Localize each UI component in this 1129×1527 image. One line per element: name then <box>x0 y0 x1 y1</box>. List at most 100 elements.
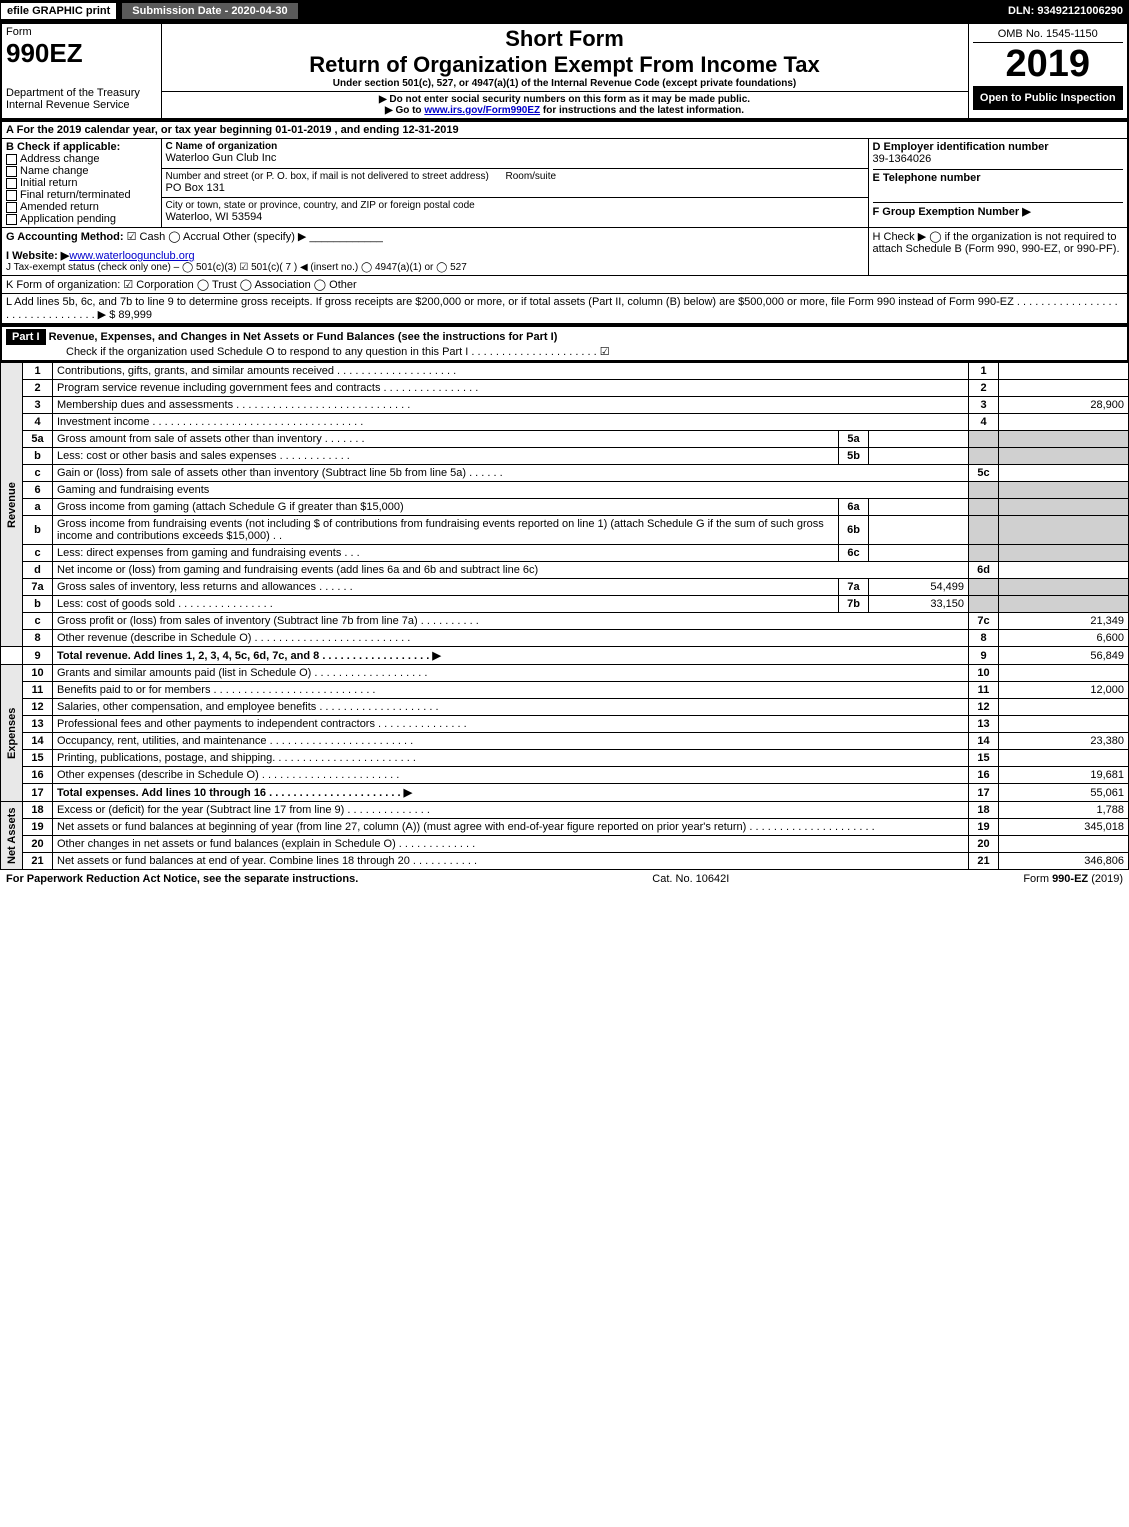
check-final-return[interactable]: Final return/terminated <box>6 189 157 201</box>
line-11-num: 11 <box>23 682 53 699</box>
line-5a-subval <box>869 431 969 448</box>
line-12-num: 12 <box>23 699 53 716</box>
line-5c-text: Gain or (loss) from sale of assets other… <box>53 465 969 482</box>
pra-notice: For Paperwork Reduction Act Notice, see … <box>6 873 358 885</box>
street: PO Box 131 <box>166 182 864 194</box>
line-5a-shade <box>969 431 999 448</box>
line-5b-shade <box>969 448 999 465</box>
line-4-text: Investment income . . . . . . . . . . . … <box>53 414 969 431</box>
line-6c-subbox: 6c <box>839 545 869 562</box>
line-9-val: 56,849 <box>999 647 1129 665</box>
check-application-pending[interactable]: Application pending <box>6 213 157 225</box>
line-7b-text: Less: cost of goods sold . . . . . . . .… <box>53 596 839 613</box>
line-7a-subbox: 7a <box>839 579 869 596</box>
omb-number: OMB No. 1545-1150 <box>973 26 1124 43</box>
check-name-change[interactable]: Name change <box>6 165 157 177</box>
efile-print-button[interactable]: efile GRAPHIC print <box>0 2 117 20</box>
line-6c-num: c <box>23 545 53 562</box>
line-6b-subval <box>869 516 969 545</box>
line-6c-subval <box>869 545 969 562</box>
cat-no: Cat. No. 10642I <box>652 873 729 885</box>
line-7c-num: c <box>23 613 53 630</box>
irs-url[interactable]: www.irs.gov/Form990EZ <box>424 105 540 116</box>
line-3-box: 3 <box>969 397 999 414</box>
line-6b-shade <box>969 516 999 545</box>
line-20-text: Other changes in net assets or fund bala… <box>53 836 969 853</box>
c-label: C Name of organization <box>166 141 864 152</box>
footer: For Paperwork Reduction Act Notice, see … <box>0 870 1129 888</box>
line-19-text: Net assets or fund balances at beginning… <box>53 819 969 836</box>
line-6c-text: Less: direct expenses from gaming and fu… <box>53 545 839 562</box>
line-5a-num: 5a <box>23 431 53 448</box>
line-5a-text: Gross amount from sale of assets other t… <box>53 431 839 448</box>
dln: DLN: 93492121006290 <box>1008 5 1129 17</box>
line-k: K Form of organization: ☑ Corporation ◯ … <box>1 276 1128 294</box>
revenue-lines: Revenue 1 Contributions, gifts, grants, … <box>0 362 1129 870</box>
line-17-box: 17 <box>969 784 999 802</box>
line-13-box: 13 <box>969 716 999 733</box>
b-header: B Check if applicable: <box>6 141 157 153</box>
irs: Internal Revenue Service <box>6 99 157 111</box>
rev-spacer <box>1 647 23 665</box>
line-2-box: 2 <box>969 380 999 397</box>
line-16-val: 19,681 <box>999 767 1129 784</box>
form-title: Return of Organization Exempt From Incom… <box>166 52 964 78</box>
line-9-text: Total revenue. Add lines 1, 2, 3, 4, 5c,… <box>53 647 969 665</box>
line-6c-shade <box>969 545 999 562</box>
line-7b-num: b <box>23 596 53 613</box>
line-4-num: 4 <box>23 414 53 431</box>
line-15-val <box>999 750 1129 767</box>
line-15-box: 15 <box>969 750 999 767</box>
line-13-num: 13 <box>23 716 53 733</box>
line-14-box: 14 <box>969 733 999 750</box>
line-6-shade <box>969 482 999 499</box>
part1-badge: Part I <box>6 329 46 345</box>
line-11-box: 11 <box>969 682 999 699</box>
part1-header: Part I Revenue, Expenses, and Changes in… <box>0 325 1129 362</box>
line-2-num: 2 <box>23 380 53 397</box>
line-11-text: Benefits paid to or for members . . . . … <box>53 682 969 699</box>
line-3-val: 28,900 <box>999 397 1129 414</box>
line-17-num: 17 <box>23 784 53 802</box>
tax-year: 2019 <box>973 43 1124 86</box>
line-6a-subval <box>869 499 969 516</box>
line-14-val: 23,380 <box>999 733 1129 750</box>
line-7b-shade <box>969 596 999 613</box>
line-6d-num: d <box>23 562 53 579</box>
line-h: H Check ▶ ◯ if the organization is not r… <box>868 228 1128 276</box>
line-i: I Website: ▶www.waterloogunclub.org <box>6 249 864 262</box>
line-1-box: 1 <box>969 363 999 380</box>
line-6a-text: Gross income from gaming (attach Schedul… <box>53 499 839 516</box>
form-label: Form <box>6 26 157 38</box>
line-6a-shade2 <box>999 499 1129 516</box>
goto-link[interactable]: ▶ Go to www.irs.gov/Form990EZ for instru… <box>166 105 964 116</box>
line-7a-shade <box>969 579 999 596</box>
line-12-text: Salaries, other compensation, and employ… <box>53 699 969 716</box>
line-18-num: 18 <box>23 802 53 819</box>
line-2-val <box>999 380 1129 397</box>
line-14-text: Occupancy, rent, utilities, and maintena… <box>53 733 969 750</box>
section-a-l: A For the 2019 calendar year, or tax yea… <box>0 120 1129 325</box>
line-5c-num: c <box>23 465 53 482</box>
line-j: J Tax-exempt status (check only one) – ◯… <box>6 262 864 273</box>
line-13-val <box>999 716 1129 733</box>
check-address-change[interactable]: Address change <box>6 153 157 165</box>
line-13-text: Professional fees and other payments to … <box>53 716 969 733</box>
line-10-box: 10 <box>969 665 999 682</box>
check-amended-return[interactable]: Amended return <box>6 201 157 213</box>
line-6b-subbox: 6b <box>839 516 869 545</box>
city: Waterloo, WI 53594 <box>166 211 864 223</box>
check-initial-return[interactable]: Initial return <box>6 177 157 189</box>
line-12-val <box>999 699 1129 716</box>
line-17-val: 55,061 <box>999 784 1129 802</box>
line-6b-num: b <box>23 516 53 545</box>
line-4-val <box>999 414 1129 431</box>
street-label: Number and street (or P. O. box, if mail… <box>166 171 864 182</box>
website-link[interactable]: www.waterloogunclub.org <box>69 250 194 262</box>
line-21-box: 21 <box>969 853 999 870</box>
line-4-box: 4 <box>969 414 999 431</box>
line-6a-subbox: 6a <box>839 499 869 516</box>
line-10-text: Grants and similar amounts paid (list in… <box>53 665 969 682</box>
line-10-val <box>999 665 1129 682</box>
line-1-text: Contributions, gifts, grants, and simila… <box>53 363 969 380</box>
